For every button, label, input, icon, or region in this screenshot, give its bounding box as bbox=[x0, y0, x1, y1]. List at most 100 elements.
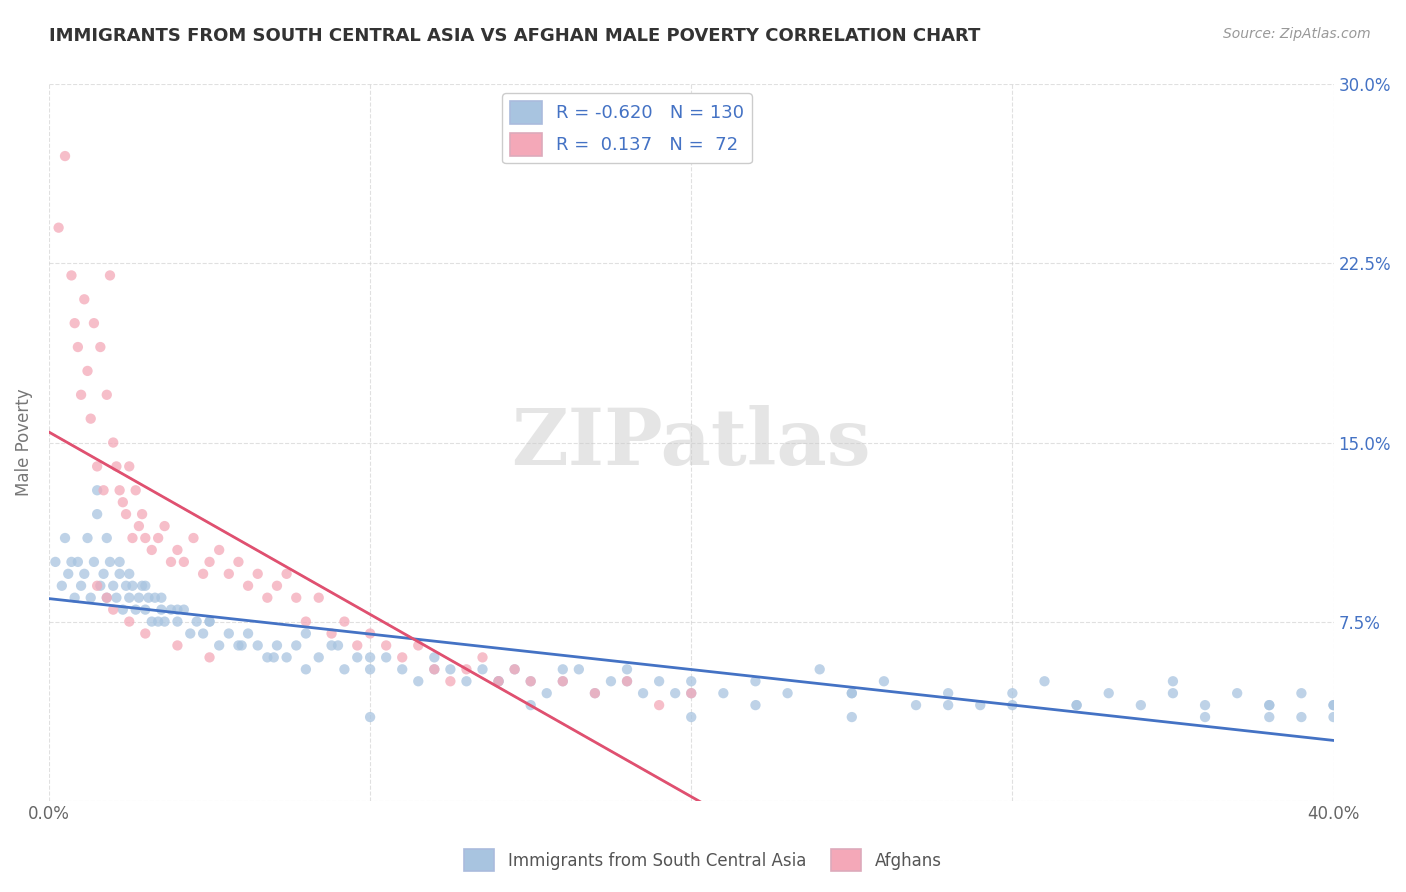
Point bbox=[124, 483, 146, 498]
Y-axis label: Male Poverty: Male Poverty bbox=[15, 389, 32, 496]
Point bbox=[551, 662, 574, 676]
Point bbox=[321, 626, 343, 640]
Point bbox=[124, 602, 146, 616]
Point bbox=[96, 591, 118, 605]
Point bbox=[503, 662, 526, 676]
Point bbox=[134, 531, 156, 545]
Point bbox=[681, 710, 703, 724]
Point bbox=[359, 626, 381, 640]
Point bbox=[333, 662, 356, 676]
Point bbox=[80, 591, 103, 605]
Point bbox=[236, 626, 259, 640]
Point bbox=[295, 662, 318, 676]
Point bbox=[246, 639, 269, 653]
Point bbox=[98, 268, 121, 283]
Point bbox=[98, 555, 121, 569]
Point bbox=[141, 543, 163, 558]
Point bbox=[1066, 698, 1088, 713]
Point bbox=[616, 674, 638, 689]
Point bbox=[218, 626, 240, 640]
Point bbox=[256, 591, 278, 605]
Point bbox=[111, 602, 134, 616]
Point bbox=[308, 591, 330, 605]
Point bbox=[153, 615, 176, 629]
Point bbox=[141, 615, 163, 629]
Point bbox=[93, 483, 115, 498]
Point bbox=[551, 674, 574, 689]
Point bbox=[111, 495, 134, 509]
Point bbox=[76, 364, 98, 378]
Point bbox=[681, 686, 703, 700]
Point bbox=[841, 686, 863, 700]
Point bbox=[266, 639, 288, 653]
Point bbox=[1001, 686, 1024, 700]
Point bbox=[60, 555, 83, 569]
Point bbox=[936, 686, 959, 700]
Legend: R = -0.620   N = 130, R =  0.137   N =  72: R = -0.620 N = 130, R = 0.137 N = 72 bbox=[502, 94, 752, 163]
Point bbox=[96, 531, 118, 545]
Point bbox=[128, 519, 150, 533]
Point bbox=[391, 650, 413, 665]
Point bbox=[108, 566, 131, 581]
Point bbox=[326, 639, 349, 653]
Point bbox=[208, 543, 231, 558]
Point bbox=[648, 674, 671, 689]
Point bbox=[1129, 698, 1152, 713]
Point bbox=[231, 639, 253, 653]
Point bbox=[359, 662, 381, 676]
Point bbox=[600, 674, 623, 689]
Point bbox=[63, 316, 86, 330]
Point bbox=[256, 650, 278, 665]
Point bbox=[439, 662, 461, 676]
Point bbox=[86, 507, 108, 521]
Point bbox=[664, 686, 686, 700]
Point bbox=[208, 639, 231, 653]
Point bbox=[146, 615, 169, 629]
Point bbox=[86, 483, 108, 498]
Point bbox=[423, 662, 446, 676]
Point bbox=[406, 674, 429, 689]
Point bbox=[48, 220, 70, 235]
Text: IMMIGRANTS FROM SOUTH CENTRAL ASIA VS AFGHAN MALE POVERTY CORRELATION CHART: IMMIGRANTS FROM SOUTH CENTRAL ASIA VS AF… bbox=[49, 27, 980, 45]
Point bbox=[285, 639, 308, 653]
Point bbox=[186, 615, 208, 629]
Point bbox=[183, 531, 205, 545]
Point bbox=[105, 591, 128, 605]
Point bbox=[568, 662, 591, 676]
Point bbox=[198, 555, 221, 569]
Point bbox=[873, 674, 896, 689]
Point bbox=[118, 591, 141, 605]
Point bbox=[1322, 698, 1344, 713]
Point bbox=[536, 686, 558, 700]
Point bbox=[1161, 686, 1184, 700]
Point bbox=[128, 591, 150, 605]
Point bbox=[73, 293, 96, 307]
Point bbox=[70, 388, 93, 402]
Point bbox=[583, 686, 606, 700]
Point bbox=[86, 579, 108, 593]
Point bbox=[905, 698, 928, 713]
Point bbox=[681, 674, 703, 689]
Point bbox=[276, 566, 298, 581]
Point bbox=[1322, 698, 1344, 713]
Point bbox=[60, 268, 83, 283]
Point bbox=[89, 340, 111, 354]
Point bbox=[711, 686, 734, 700]
Point bbox=[118, 615, 141, 629]
Point bbox=[134, 602, 156, 616]
Point bbox=[616, 662, 638, 676]
Point bbox=[471, 662, 494, 676]
Point bbox=[118, 566, 141, 581]
Point bbox=[103, 435, 125, 450]
Point bbox=[134, 579, 156, 593]
Point bbox=[488, 674, 510, 689]
Point bbox=[246, 566, 269, 581]
Point bbox=[198, 615, 221, 629]
Point bbox=[406, 639, 429, 653]
Point bbox=[198, 615, 221, 629]
Point bbox=[96, 388, 118, 402]
Point bbox=[375, 639, 398, 653]
Point bbox=[179, 626, 201, 640]
Point bbox=[89, 579, 111, 593]
Point bbox=[1033, 674, 1056, 689]
